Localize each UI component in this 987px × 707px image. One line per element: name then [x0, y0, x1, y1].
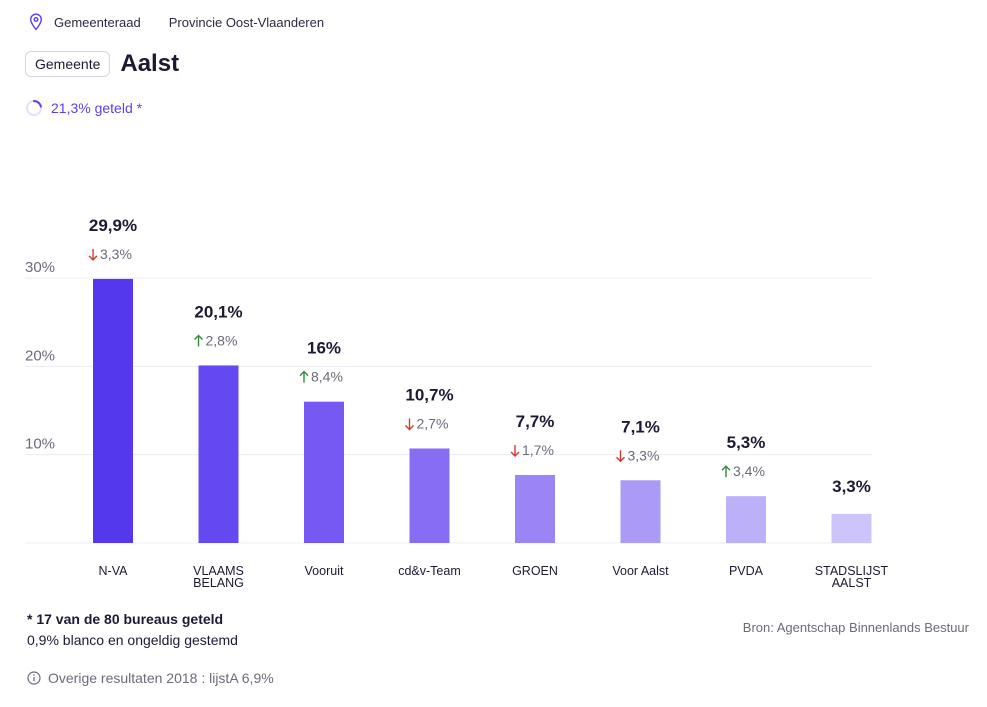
title-row: Gemeente Aalst	[25, 50, 179, 78]
bar	[620, 480, 661, 543]
y-tick-label: 30%	[25, 259, 55, 276]
source-note: Bron: Agentschap Binnenlands Bestuur	[742, 620, 969, 635]
arrow-down-icon	[616, 450, 625, 463]
category-label: STADSLIJST	[815, 564, 889, 578]
category-label: VLAAMS	[193, 564, 244, 578]
change-label: 2,7%	[417, 415, 449, 431]
arrow-up-icon	[721, 465, 731, 478]
bar	[304, 401, 344, 543]
bar-value-label: 7,7%	[516, 412, 555, 431]
change-label: 8,4%	[311, 369, 343, 385]
bar-value-label: 7,1%	[621, 417, 660, 436]
other-results-label: Overige resultaten 2018 : lijstA 6,9%	[48, 670, 274, 686]
bar-value-label: 5,3%	[727, 433, 766, 452]
bar-value-label: 16%	[307, 339, 341, 358]
counted-note: * 17 van de 80 bureaus geteld	[27, 611, 224, 627]
bar	[726, 496, 766, 543]
bar	[515, 474, 555, 543]
category-label: GROEN	[512, 564, 558, 578]
arrow-up-icon	[299, 370, 309, 383]
arrow-up-icon	[194, 334, 203, 347]
change-label: 1,7%	[522, 442, 554, 458]
change-label: 3,4%	[733, 463, 765, 479]
breadcrumb-item-province[interactable]: Provincie Oost-Vlaanderen	[168, 14, 325, 30]
blank-vote-note: 0,9% blanco en ongeldig gestemd	[27, 632, 238, 648]
progress-ring-icon	[26, 100, 42, 116]
category-label: N-VA	[99, 564, 129, 578]
bar-value-label: 29,9%	[89, 216, 137, 235]
arrow-down-icon	[405, 418, 414, 431]
y-tick-label: 20%	[25, 347, 55, 364]
category-label: AALST	[832, 576, 872, 590]
bar-value-label: 20,1%	[194, 302, 242, 321]
arrow-down-icon	[510, 444, 520, 457]
category-label: BELANG	[193, 576, 244, 590]
bar	[198, 365, 239, 543]
change-label: 3,3%	[100, 246, 132, 262]
location-pin-icon	[29, 13, 43, 31]
change-label: 2,8%	[206, 332, 238, 348]
info-icon	[27, 671, 41, 685]
arrow-down-icon	[88, 248, 98, 261]
footnote: * 17 van de 80 bureaus geteld 0,9% blanc…	[27, 609, 238, 651]
change-label: 3,3%	[628, 447, 660, 463]
municipality-badge: Gemeente	[25, 51, 111, 77]
category-label: Voor Aalst	[612, 564, 669, 578]
bar	[831, 513, 872, 543]
breadcrumb: Gemeenteraad Provincie Oost-Vlaanderen	[28, 13, 324, 31]
other-results[interactable]: Overige resultaten 2018 : lijstA 6,9%	[27, 670, 274, 686]
y-tick-label: 10%	[25, 436, 55, 453]
progress-label: 21,3% geteld *	[51, 100, 143, 116]
category-label: cd&v-Team	[398, 564, 461, 578]
results-bar-chart: 10% 20% 30% 29,9% 3,3% N-VA 20,1% 2,8% VLAAMSBEL…	[25, 216, 889, 590]
count-progress: 21,3% geteld *	[25, 99, 142, 117]
category-label: Vooruit	[305, 564, 344, 578]
category-label: PVDA	[729, 564, 764, 578]
bar	[409, 448, 450, 543]
breadcrumb-item-council[interactable]: Gemeenteraad	[54, 14, 141, 30]
bar	[93, 278, 133, 543]
bar-value-label: 3,3%	[832, 477, 871, 496]
bar-value-label: 10,7%	[405, 385, 453, 404]
page-title: Aalst	[120, 50, 180, 77]
